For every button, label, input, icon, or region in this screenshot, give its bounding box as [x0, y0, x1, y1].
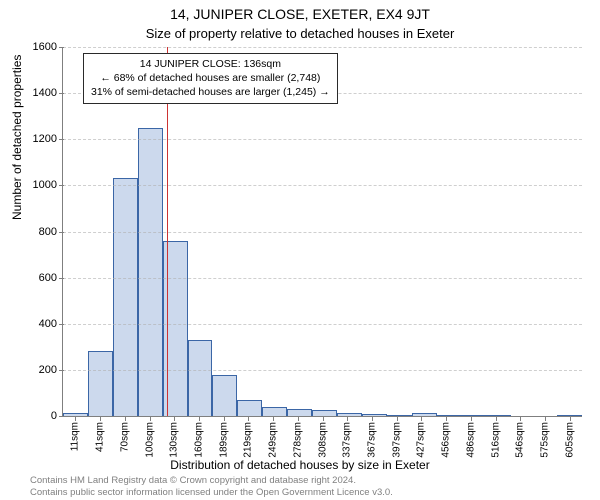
x-tick-label: 546sqm [515, 422, 526, 458]
chart-plot-area: 11sqm41sqm70sqm100sqm130sqm160sqm189sqm2… [62, 47, 582, 417]
x-tick-label: 100sqm [144, 422, 155, 458]
x-axis-label: Distribution of detached houses by size … [0, 458, 600, 472]
gridline [63, 139, 582, 140]
y-tick-label: 200 [39, 364, 63, 376]
y-tick-label: 1200 [33, 133, 63, 145]
x-tick-label: 337sqm [342, 422, 353, 458]
y-tick-label: 1400 [33, 87, 63, 99]
x-tick-label: 575sqm [540, 422, 551, 458]
gridline [63, 47, 582, 48]
bar [138, 128, 163, 416]
x-tick-label: 486sqm [465, 422, 476, 458]
x-tick-label: 41sqm [95, 422, 106, 452]
x-tick-label: 130sqm [169, 422, 180, 458]
gridline [63, 185, 582, 186]
x-tick-label: 11sqm [70, 422, 81, 451]
bar [88, 351, 113, 416]
x-tick-label: 367sqm [366, 422, 377, 458]
x-tick-label: 427sqm [416, 422, 427, 458]
y-tick-label: 800 [39, 226, 63, 238]
x-tick-label: 516sqm [490, 422, 501, 458]
gridline [63, 278, 582, 279]
gridline [63, 370, 582, 371]
bar [287, 409, 312, 416]
gridline [63, 232, 582, 233]
footnote-line2: Contains public sector information licen… [30, 487, 590, 498]
x-tick-label: 397sqm [391, 422, 402, 458]
bar [212, 375, 237, 417]
footnote-line1: Contains HM Land Registry data © Crown c… [30, 475, 590, 486]
x-tick-label: 605sqm [564, 422, 575, 458]
x-tick-label: 219sqm [243, 422, 254, 458]
annotation-box: 14 JUNIPER CLOSE: 136sqm← 68% of detache… [83, 53, 338, 104]
x-tick-label: 189sqm [218, 422, 229, 458]
y-tick-label: 1600 [33, 41, 63, 53]
annotation-line2: ← 68% of detached houses are smaller (2,… [91, 71, 330, 85]
y-tick-label: 600 [39, 272, 63, 284]
annotation-line1: 14 JUNIPER CLOSE: 136sqm [91, 57, 330, 71]
chart-title: 14, JUNIPER CLOSE, EXETER, EX4 9JT [0, 0, 600, 22]
chart-subtitle: Size of property relative to detached ho… [0, 22, 600, 43]
bar [113, 178, 138, 416]
x-tick-label: 70sqm [119, 422, 130, 452]
bar [262, 407, 287, 416]
x-tick-label: 456sqm [441, 422, 452, 458]
x-tick-label: 278sqm [292, 422, 303, 458]
x-tick-label: 308sqm [317, 422, 328, 458]
y-tick-label: 400 [39, 318, 63, 330]
bar [188, 340, 213, 416]
x-tick-label: 160sqm [193, 422, 204, 458]
y-axis-label: Number of detached properties [10, 55, 24, 220]
y-tick-label: 1000 [33, 179, 63, 191]
annotation-line3: 31% of semi-detached houses are larger (… [91, 85, 330, 99]
y-tick-label: 0 [51, 410, 63, 422]
bar [237, 400, 262, 416]
x-tick-label: 249sqm [268, 422, 279, 458]
gridline [63, 324, 582, 325]
footnote: Contains HM Land Registry data © Crown c… [30, 475, 590, 498]
